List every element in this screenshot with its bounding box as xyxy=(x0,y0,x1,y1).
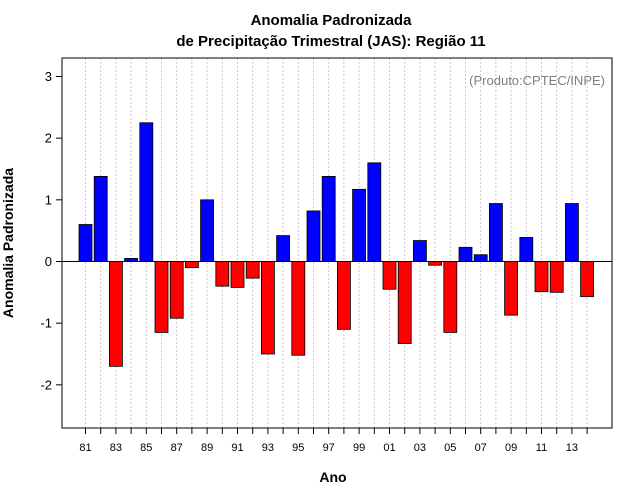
x-tick-label: 83 xyxy=(110,442,122,454)
y-tick-label: 1 xyxy=(45,192,52,207)
chart-title-line-1: Anomalia Padronizada xyxy=(251,12,413,29)
chart-title-line-2: de Precipitação Trimestral (JAS): Região… xyxy=(176,33,485,50)
bar-93 xyxy=(261,262,274,355)
bar-02 xyxy=(398,262,411,344)
bar-84 xyxy=(125,258,138,261)
x-tick-label: 97 xyxy=(323,442,335,454)
x-tick-label: 05 xyxy=(444,442,456,454)
bar-10 xyxy=(520,237,533,261)
bar-11 xyxy=(535,262,548,292)
bar-09 xyxy=(505,262,518,316)
bar-03 xyxy=(413,241,426,262)
x-axis: 81 83 85 87 89 91 93 95 97 99 01 03 05 07 09 11 13 xyxy=(79,428,587,454)
y-tick-label: -1 xyxy=(40,316,52,331)
bar-92 xyxy=(246,262,259,279)
bar-13 xyxy=(565,204,578,262)
bar-85 xyxy=(140,123,153,262)
bar-series xyxy=(79,123,594,367)
x-tick-label: 89 xyxy=(201,442,213,454)
y-axis-label: Anomalia Padronizada xyxy=(0,168,16,318)
x-tick-label: 87 xyxy=(171,442,183,454)
anomaly-bar-chart: Anomalia Padronizada de Precipitação Tri… xyxy=(0,0,640,500)
x-tick-label: 93 xyxy=(262,442,274,454)
x-tick-label: 91 xyxy=(231,442,243,454)
bar-99 xyxy=(353,189,366,261)
bar-12 xyxy=(550,262,563,293)
bar-89 xyxy=(201,200,214,262)
x-tick-label: 03 xyxy=(414,442,426,454)
x-tick-label: 01 xyxy=(383,442,395,454)
x-tick-label: 11 xyxy=(536,442,547,454)
bar-98 xyxy=(337,262,350,330)
bar-00 xyxy=(368,163,381,262)
x-tick-label: 07 xyxy=(475,442,487,454)
y-tick-label: 2 xyxy=(45,131,52,146)
bar-96 xyxy=(307,211,320,262)
y-tick-label: 3 xyxy=(45,69,52,84)
x-tick-label: 85 xyxy=(140,442,152,454)
x-tick-label: 95 xyxy=(292,442,304,454)
bar-05 xyxy=(444,262,457,333)
bar-14 xyxy=(581,262,594,297)
bar-97 xyxy=(322,176,335,261)
x-tick-label: 99 xyxy=(353,442,365,454)
bar-86 xyxy=(155,262,168,333)
bar-87 xyxy=(170,262,183,319)
y-tick-label: -2 xyxy=(40,377,52,392)
bar-95 xyxy=(292,262,305,356)
bar-06 xyxy=(459,247,472,261)
x-tick-label: 81 xyxy=(79,442,91,454)
x-tick-label: 09 xyxy=(505,442,517,454)
bar-04 xyxy=(429,262,442,266)
bar-82 xyxy=(94,176,107,261)
bar-08 xyxy=(489,204,502,262)
bar-91 xyxy=(231,262,244,288)
vertical-gridlines xyxy=(86,58,588,428)
bar-94 xyxy=(277,236,290,262)
y-axis: -2 -1 0 1 2 3 xyxy=(40,69,62,392)
bar-01 xyxy=(383,262,396,290)
x-tick-label: 13 xyxy=(566,442,578,454)
y-tick-label: 0 xyxy=(45,254,52,269)
product-annotation: (Produto:CPTEC/INPE) xyxy=(469,73,605,88)
bar-88 xyxy=(185,262,198,268)
bar-81 xyxy=(79,225,92,262)
bar-90 xyxy=(216,262,229,287)
x-axis-label: Ano xyxy=(319,469,346,485)
bar-83 xyxy=(109,262,122,367)
bar-07 xyxy=(474,255,487,262)
